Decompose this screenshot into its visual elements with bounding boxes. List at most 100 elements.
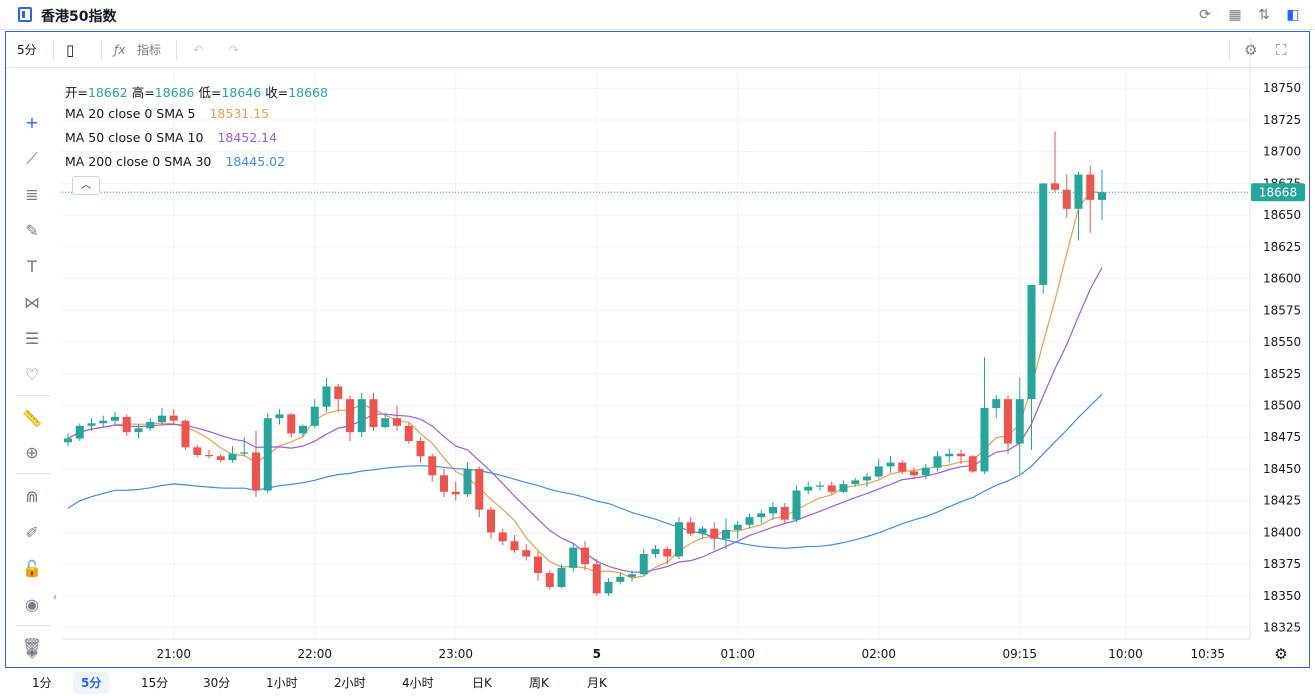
candle-body	[1004, 399, 1012, 444]
timeframe-4[interactable]: 1小时	[266, 676, 298, 690]
redo-icon[interactable]: ↷	[229, 43, 240, 57]
candle-body	[475, 468, 484, 510]
candle-body	[193, 447, 202, 455]
timeframe-9[interactable]: 月K	[587, 676, 607, 690]
favorites-heart-icon[interactable]: ♡	[24, 365, 40, 384]
crosshair-icon[interactable]: +	[25, 113, 39, 132]
x-tick-label: 01:00	[720, 647, 755, 661]
timeframe-6[interactable]: 4小时	[402, 676, 434, 690]
price-chart[interactable]: 18325 18350 18375 18400 18425 18450 18475 18500…	[0, 0, 1315, 669]
candle-body	[827, 485, 836, 492]
candle-body	[710, 528, 719, 539]
x-tick-label: 22:00	[297, 647, 332, 661]
interval-button[interactable]: 5分	[17, 43, 37, 57]
candle-body	[1051, 183, 1059, 190]
candle-body	[921, 467, 930, 476]
ruler-icon[interactable]: 📏	[22, 409, 42, 428]
ma50-legend[interactable]: MA 50 close 0 SMA 10 18452.14	[65, 130, 277, 145]
candle-body	[440, 475, 448, 492]
forecast-icon[interactable]: ☰	[24, 329, 40, 348]
x-tick-label: 09:15	[1002, 647, 1037, 661]
magnet-icon[interactable]: ⋒	[25, 487, 39, 506]
draw-lock-icon[interactable]: ✐	[25, 523, 39, 542]
ma200-legend[interactable]: MA 200 close 0 SMA 30 18445.02	[65, 154, 285, 169]
ma20-legend[interactable]: MA 20 close 0 SMA 5 18531.15	[65, 106, 269, 121]
timeframe-5[interactable]: 2小时	[334, 676, 366, 690]
candle-body	[310, 406, 319, 426]
candle-body	[275, 414, 284, 419]
zoom-in-icon[interactable]: ⊕	[25, 443, 39, 462]
drawing-toolbar: + ⟋ ≣ ✎ T ⋈ ☰ ♡ 📏 ⊕ ⋒ ✐ 🔓 ◉ 🗑	[6, 69, 58, 667]
title-bar: 香港50指数 ⟳ ▦ ⇅ ◧	[0, 0, 1315, 30]
candle-body	[545, 573, 554, 587]
indicators-button[interactable]: 指标	[137, 43, 162, 57]
fib-lines-icon[interactable]: ≣	[25, 185, 39, 204]
candle-body	[146, 421, 155, 429]
y-tick-label: 18575	[1263, 303, 1301, 317]
timeframe-0[interactable]: 1分	[32, 676, 52, 690]
candle-body	[1027, 284, 1036, 400]
close-key: 收=	[265, 85, 289, 100]
sort-icon[interactable]: ⇅	[1258, 7, 1270, 23]
layers-icon[interactable]: ◈	[26, 643, 38, 661]
candle-body	[851, 480, 860, 485]
timeframe-bar: 1分 5分 15分 30分 1小时 2小时 4小时 日K 周K 月K	[0, 669, 1315, 696]
candle-body	[686, 522, 695, 534]
open-key: 开=	[65, 85, 88, 100]
candle-body	[134, 428, 143, 433]
candle-body	[769, 507, 777, 514]
candle-type-icon[interactable]: ▯	[66, 41, 75, 59]
timeframe-8[interactable]: 周K	[529, 676, 549, 690]
candle-body	[393, 418, 401, 426]
candle-body	[369, 399, 378, 428]
candle-body	[616, 576, 625, 582]
candle-body	[804, 486, 813, 491]
brush-icon[interactable]: ✎	[25, 221, 39, 240]
chart-toolbar: 5分 ▯ ƒx 指标 ↶ ↷ ⚙ ⛶	[6, 32, 1309, 68]
text-icon[interactable]: T	[27, 257, 37, 276]
ma20-value: 18531.15	[209, 106, 270, 121]
grid-icon[interactable]: ▦	[1228, 7, 1242, 23]
candle-body	[451, 491, 460, 495]
candle-body	[381, 418, 390, 428]
candle-body	[628, 574, 636, 577]
trend-line-icon[interactable]: ⟋	[26, 149, 38, 168]
candle-body	[252, 452, 260, 491]
candle-body	[87, 423, 96, 426]
legend-collapse-button[interactable]: ︿	[72, 176, 100, 195]
timeframe-1[interactable]: 5分	[73, 672, 110, 694]
timeframe-2[interactable]: 15分	[141, 676, 169, 690]
candle-body	[357, 399, 366, 433]
collapse-toolbar-icon[interactable]: ‹	[53, 592, 57, 603]
timeframe-7[interactable]: 日K	[472, 676, 492, 690]
sidebar-toggle-icon[interactable]: ◧	[1286, 7, 1300, 23]
candle-body	[334, 386, 343, 400]
candle-body	[228, 453, 237, 461]
y-tick-label: 18450	[1263, 462, 1301, 476]
refresh-icon[interactable]: ⟳	[1199, 7, 1211, 23]
lock-icon[interactable]: 🔓	[22, 559, 42, 578]
candle-body	[510, 541, 519, 551]
candle-body	[722, 529, 730, 539]
candle-body	[487, 509, 495, 533]
fullscreen-icon[interactable]: ⛶	[1276, 41, 1287, 59]
candle-body	[581, 547, 589, 565]
candle-body	[745, 517, 754, 525]
candle-body	[945, 453, 954, 457]
candle-body	[604, 581, 613, 594]
undo-icon[interactable]: ↶	[193, 43, 204, 57]
candle-body	[639, 553, 648, 575]
candle-body	[1015, 399, 1024, 444]
y-tick-label: 18500	[1263, 398, 1301, 412]
candle-body	[569, 547, 578, 568]
settings-icon[interactable]: ⚙	[1244, 41, 1258, 59]
timeframe-3[interactable]: 30分	[203, 676, 231, 690]
pattern-icon[interactable]: ⋈	[24, 293, 40, 312]
eye-icon[interactable]: ◉	[25, 595, 39, 614]
candle-body	[874, 466, 883, 477]
y-tick-label: 18425	[1263, 494, 1301, 508]
y-tick-label: 18750	[1263, 81, 1301, 95]
candle-body	[1098, 192, 1106, 200]
last-price-badge	[1251, 183, 1305, 202]
trash-icon[interactable]: 🗑	[21, 637, 43, 656]
